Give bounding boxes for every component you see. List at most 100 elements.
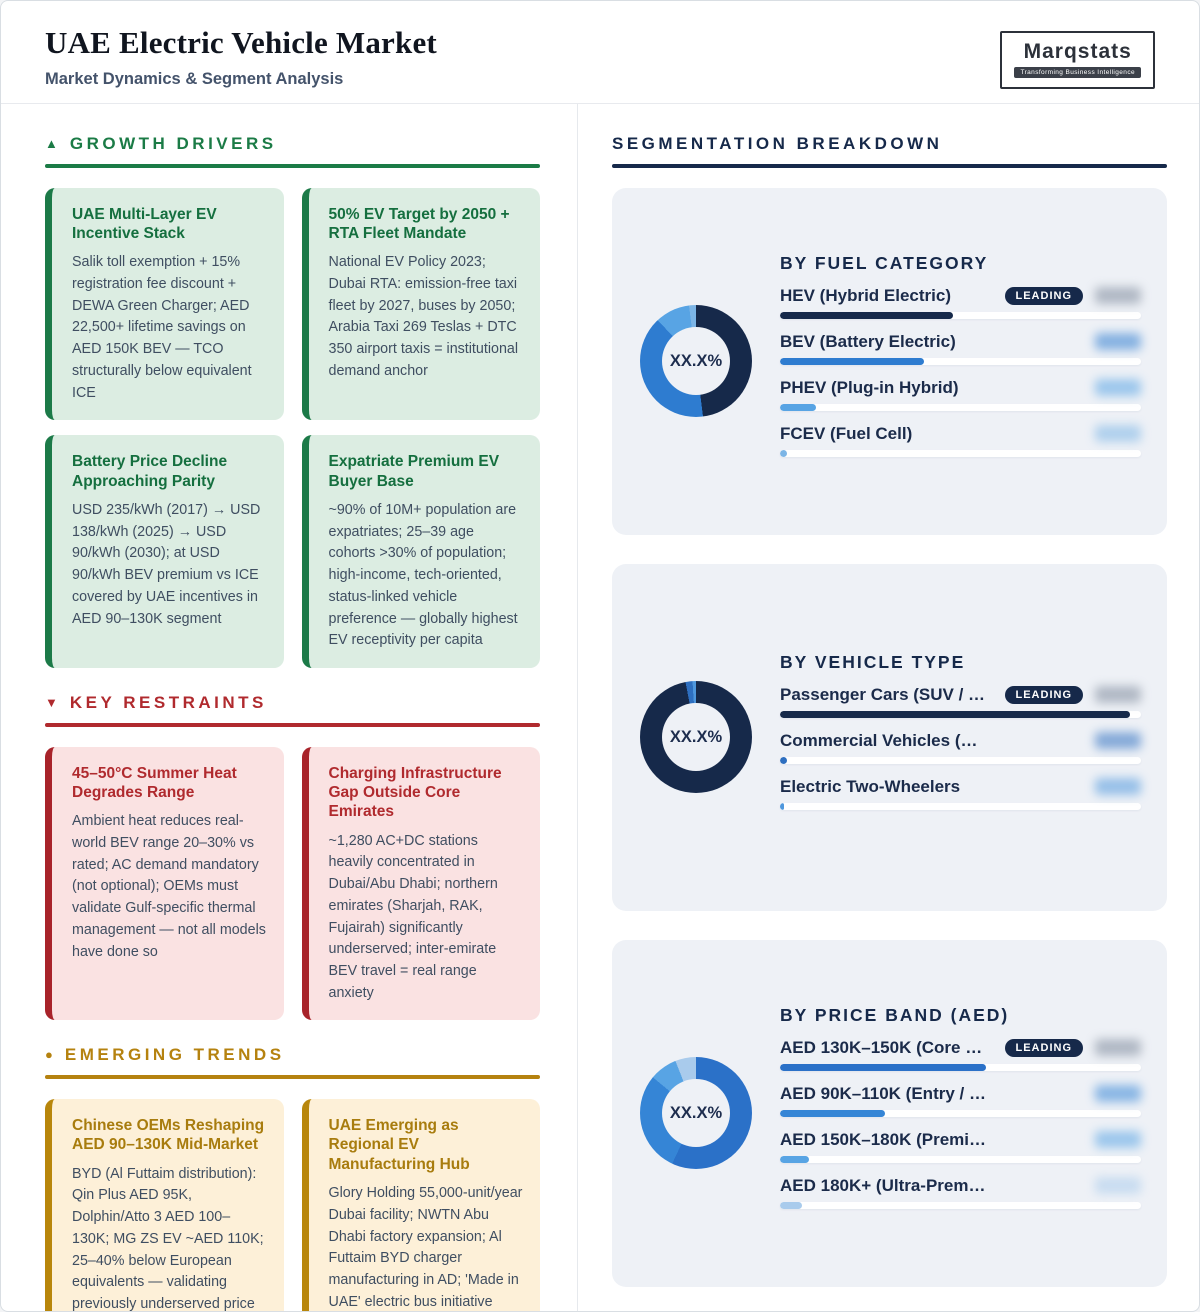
bar-track <box>780 802 1141 810</box>
donut-chart: XX.X% <box>640 681 752 793</box>
card-title: 45–50°C Summer Heat Degrades Range <box>72 764 237 801</box>
bar-track <box>780 710 1141 718</box>
brand-logo: Marqstats Transforming Business Intellig… <box>1000 31 1155 89</box>
section-title: GROWTH DRIVERS <box>69 134 277 153</box>
bar-track <box>780 1201 1141 1209</box>
segment-label: AED 90K–110K (Entry / … <box>780 1083 986 1103</box>
segment-row: FCEV (Fuel Cell) <box>780 424 1141 457</box>
segment-row: PHEV (Plug-in Hybrid) <box>780 378 1141 411</box>
chart-body: BY VEHICLE TYPE Passenger Cars (SUV / … … <box>780 652 1141 823</box>
card-body: ~1,280 AC+DC stations heavily concentrat… <box>328 832 498 1001</box>
bar-track <box>780 311 1141 319</box>
insight-card: 45–50°C Summer Heat Degrades Range Ambie… <box>45 746 284 1021</box>
segment-label: AED 180K+ (Ultra-Prem… <box>780 1175 986 1195</box>
section-header: ▼ KEY RESTRAINTS <box>45 693 540 713</box>
bar-fill <box>780 710 1131 718</box>
bar-fill <box>780 802 784 810</box>
card-body: Ambient heat reduces real-world BEV rang… <box>72 813 266 960</box>
donut-hole: XX.X% <box>662 327 730 395</box>
segmentation-title: SEGMENTATION BREAKDOWN <box>612 134 943 153</box>
bar-track <box>780 1109 1141 1117</box>
bar-track <box>780 1063 1141 1071</box>
card-title: 50% EV Target by 2050 + RTA Fleet Mandat… <box>328 205 510 242</box>
card-title: Charging Infrastructure Gap Outside Core… <box>328 764 502 821</box>
bar-fill <box>780 756 788 764</box>
bar-fill <box>780 1201 802 1209</box>
segment-label: FCEV (Fuel Cell) <box>780 423 913 443</box>
bar-fill <box>780 1063 986 1071</box>
segment-label: Electric Two-Wheelers <box>780 776 961 796</box>
segment-label: HEV (Hybrid Electric) <box>780 285 951 305</box>
donut-center-label: XX.X% <box>669 1103 723 1122</box>
section-title: KEY RESTRAINTS <box>69 693 267 713</box>
leading-badge: LEADING <box>1004 685 1083 704</box>
section-header: ▲ GROWTH DRIVERS <box>45 134 540 154</box>
triangle-down-icon: ▼ <box>45 694 58 710</box>
card-title: Chinese OEMs Reshaping AED 90–130K Mid-M… <box>72 1116 265 1154</box>
section-key-restraints: ▼ KEY RESTRAINTS 45–50°C Summer Heat Deg… <box>45 693 540 1021</box>
censored-value <box>1095 287 1141 304</box>
segment-card-price-band: XX.X% BY PRICE BAND (AED) AED 130K–150K … <box>612 939 1167 1287</box>
donut-center-label: XX.X% <box>669 727 723 746</box>
card-body: USD 235/kWh (2017) → USD 138/kWh (2025) … <box>72 502 261 627</box>
censored-value <box>1095 732 1141 749</box>
insight-card: UAE Multi-Layer EV Incentive Stack Salik… <box>45 187 284 421</box>
insight-card: 50% EV Target by 2050 + RTA Fleet Mandat… <box>301 187 540 421</box>
bar-fill <box>780 311 954 319</box>
censored-value <box>1095 686 1141 703</box>
insight-card: Chinese OEMs Reshaping AED 90–130K Mid-M… <box>45 1098 284 1312</box>
donut-hole: XX.X% <box>662 703 730 771</box>
leading-badge: LEADING <box>1004 1038 1083 1057</box>
censored-value <box>1095 425 1141 442</box>
card-body: Salik toll exemption + 15% registration … <box>72 254 252 401</box>
censored-value <box>1095 333 1141 350</box>
content-area: ▲ GROWTH DRIVERS UAE Multi-Layer EV Ince… <box>1 104 1199 1312</box>
section-title: EMERGING TRENDS <box>64 1045 285 1065</box>
segment-row: Electric Two-Wheelers <box>780 777 1141 810</box>
segment-row: BEV (Battery Electric) <box>780 332 1141 365</box>
segment-row: HEV (Hybrid Electric) LEADING <box>780 286 1141 319</box>
segment-label: Commercial Vehicles (… <box>780 730 978 750</box>
section-divider <box>45 1075 540 1079</box>
censored-value <box>1095 1085 1141 1102</box>
bar-fill <box>780 403 817 411</box>
bar-track <box>780 357 1141 365</box>
segment-label: AED 150K–180K (Premi… <box>780 1129 986 1149</box>
section-divider <box>45 164 540 168</box>
censored-value <box>1095 379 1141 396</box>
bar-track <box>780 756 1141 764</box>
segment-label: BEV (Battery Electric) <box>780 331 956 351</box>
section-header: ● EMERGING TRENDS <box>45 1045 540 1065</box>
segment-row: Passenger Cars (SUV / … LEADING <box>780 685 1141 718</box>
censored-value <box>1095 1039 1141 1056</box>
segment-row: AED 180K+ (Ultra-Prem… <box>780 1176 1141 1209</box>
card-title: UAE Emerging as Regional EV Manufacturin… <box>328 1116 470 1173</box>
left-column: ▲ GROWTH DRIVERS UAE Multi-Layer EV Ince… <box>1 104 578 1312</box>
bar-track <box>780 449 1141 457</box>
donut-hole: XX.X% <box>662 1079 730 1147</box>
censored-value <box>1095 778 1141 795</box>
segment-label: AED 130K–150K (Core … <box>780 1037 983 1057</box>
insight-card: UAE Emerging as Regional EV Manufacturin… <box>301 1098 540 1311</box>
card-body: National EV Policy 2023; Dubai RTA: emis… <box>328 254 519 379</box>
card-body: BYD (Al Futtaim distribution): Qin Plus … <box>72 1165 264 1312</box>
bar-fill <box>780 449 788 457</box>
censored-value <box>1095 1177 1141 1194</box>
card-grid: Chinese OEMs Reshaping AED 90–130K Mid-M… <box>45 1098 540 1312</box>
card-title: UAE Multi-Layer EV Incentive Stack <box>72 205 217 242</box>
segment-label: PHEV (Plug-in Hybrid) <box>780 377 959 397</box>
card-body: Glory Holding 55,000-unit/year Dubai fac… <box>328 1185 523 1310</box>
header-titles: UAE Electric Vehicle Market Market Dynam… <box>45 25 437 89</box>
brand-logo-tagline: Transforming Business Intelligence <box>1014 67 1141 78</box>
card-title: Expatriate Premium EV Buyer Base <box>328 453 500 490</box>
bar-track <box>780 1155 1141 1163</box>
chart-title: BY VEHICLE TYPE <box>780 651 966 672</box>
insight-card: Battery Price Decline Approaching Parity… <box>45 435 284 669</box>
page-title: UAE Electric Vehicle Market <box>45 25 437 60</box>
card-body: ~90% of 10M+ population are expatriates;… <box>328 502 518 649</box>
section-header: SEGMENTATION BREAKDOWN <box>612 134 1167 154</box>
header: UAE Electric Vehicle Market Market Dynam… <box>1 1 1199 104</box>
bar-fill <box>780 357 925 365</box>
card-grid: 45–50°C Summer Heat Degrades Range Ambie… <box>45 746 540 1021</box>
